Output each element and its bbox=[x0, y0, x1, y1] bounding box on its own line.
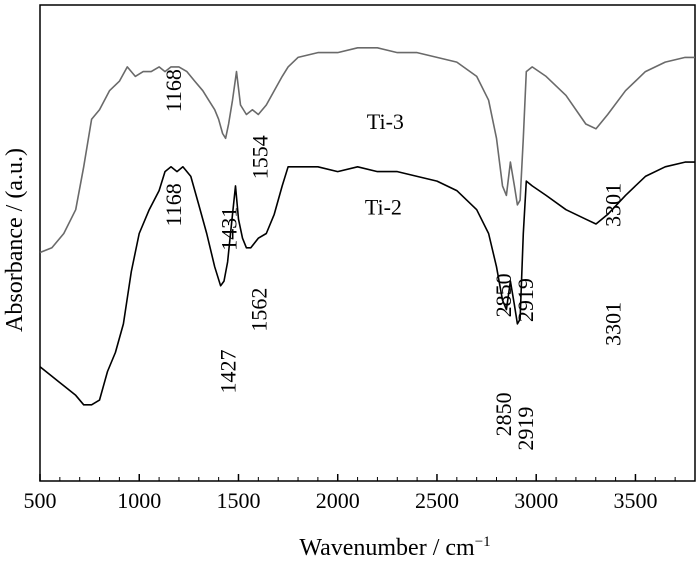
peak-annotation: 2919 bbox=[513, 278, 538, 322]
x-tick-label: 2000 bbox=[316, 488, 360, 513]
peak-annotation: 1168 bbox=[161, 69, 186, 112]
peak-annotation: 3301 bbox=[601, 302, 626, 346]
peak-annotation: 2850 bbox=[491, 273, 516, 317]
plot-frame bbox=[39, 4, 696, 482]
peak-annotation: 1168 bbox=[161, 183, 186, 226]
x-axis-title-text: Wavenumber / cm bbox=[299, 535, 475, 561]
series-label-ti-2: Ti-2 bbox=[365, 194, 402, 219]
peak-annotation: 1431 bbox=[217, 207, 242, 251]
series-line-ti-3 bbox=[39, 47, 695, 254]
y-axis-title: Absorbance / (a.u.) bbox=[2, 148, 28, 332]
x-tick-label: 3500 bbox=[613, 488, 657, 513]
peak-annotation: 1427 bbox=[216, 350, 241, 394]
series-label-ti-3: Ti-3 bbox=[367, 109, 404, 134]
series-line-ti-2 bbox=[39, 161, 695, 406]
x-tick-label: 3000 bbox=[514, 488, 558, 513]
peak-annotation: 2850 bbox=[491, 392, 516, 436]
x-tick-label: 1000 bbox=[117, 488, 161, 513]
x-axis-title-superscript: −1 bbox=[475, 534, 491, 550]
peak-annotation: 1554 bbox=[247, 135, 272, 179]
peak-annotation: 3301 bbox=[601, 183, 626, 227]
x-tick-label: 1500 bbox=[216, 488, 260, 513]
x-tick-label: 2500 bbox=[415, 488, 459, 513]
x-axis-title: Wavenumber / cm−1 bbox=[299, 534, 490, 561]
x-tick-label: 500 bbox=[24, 488, 57, 513]
peak-annotation: 1562 bbox=[246, 288, 271, 332]
peak-annotation: 2919 bbox=[513, 407, 538, 451]
